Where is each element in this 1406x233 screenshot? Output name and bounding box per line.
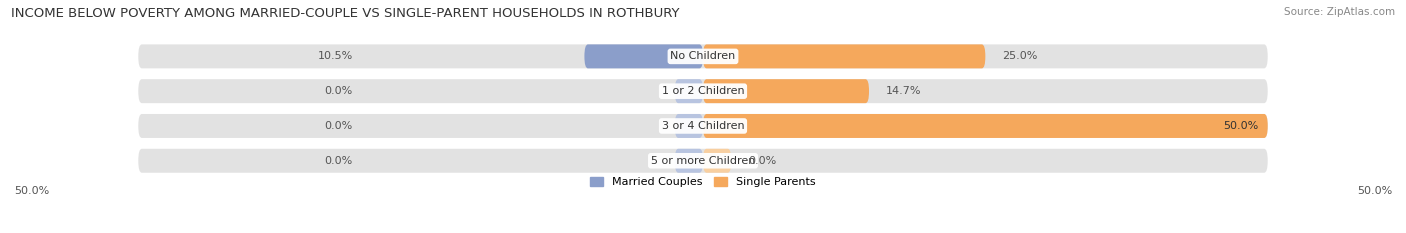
FancyBboxPatch shape (703, 114, 1268, 138)
Text: INCOME BELOW POVERTY AMONG MARRIED-COUPLE VS SINGLE-PARENT HOUSEHOLDS IN ROTHBUR: INCOME BELOW POVERTY AMONG MARRIED-COUPL… (11, 7, 679, 20)
Text: 50.0%: 50.0% (1357, 186, 1392, 196)
Text: 50.0%: 50.0% (14, 186, 49, 196)
FancyBboxPatch shape (675, 79, 703, 103)
Text: Source: ZipAtlas.com: Source: ZipAtlas.com (1284, 7, 1395, 17)
FancyBboxPatch shape (585, 45, 703, 68)
Text: 0.0%: 0.0% (325, 121, 353, 131)
FancyBboxPatch shape (138, 149, 1268, 173)
Text: 0.0%: 0.0% (748, 156, 776, 166)
FancyBboxPatch shape (703, 45, 986, 68)
Text: 14.7%: 14.7% (886, 86, 921, 96)
Text: 25.0%: 25.0% (1002, 51, 1038, 61)
FancyBboxPatch shape (138, 79, 1268, 103)
FancyBboxPatch shape (675, 114, 703, 138)
Text: 10.5%: 10.5% (318, 51, 353, 61)
Legend: Married Couples, Single Parents: Married Couples, Single Parents (591, 177, 815, 187)
Text: 5 or more Children: 5 or more Children (651, 156, 755, 166)
Text: 0.0%: 0.0% (325, 156, 353, 166)
Text: 1 or 2 Children: 1 or 2 Children (662, 86, 744, 96)
FancyBboxPatch shape (703, 79, 869, 103)
FancyBboxPatch shape (138, 114, 1268, 138)
FancyBboxPatch shape (675, 149, 703, 173)
FancyBboxPatch shape (138, 45, 1268, 68)
Text: 50.0%: 50.0% (1223, 121, 1258, 131)
Text: 0.0%: 0.0% (325, 86, 353, 96)
FancyBboxPatch shape (703, 149, 731, 173)
Text: No Children: No Children (671, 51, 735, 61)
Text: 3 or 4 Children: 3 or 4 Children (662, 121, 744, 131)
